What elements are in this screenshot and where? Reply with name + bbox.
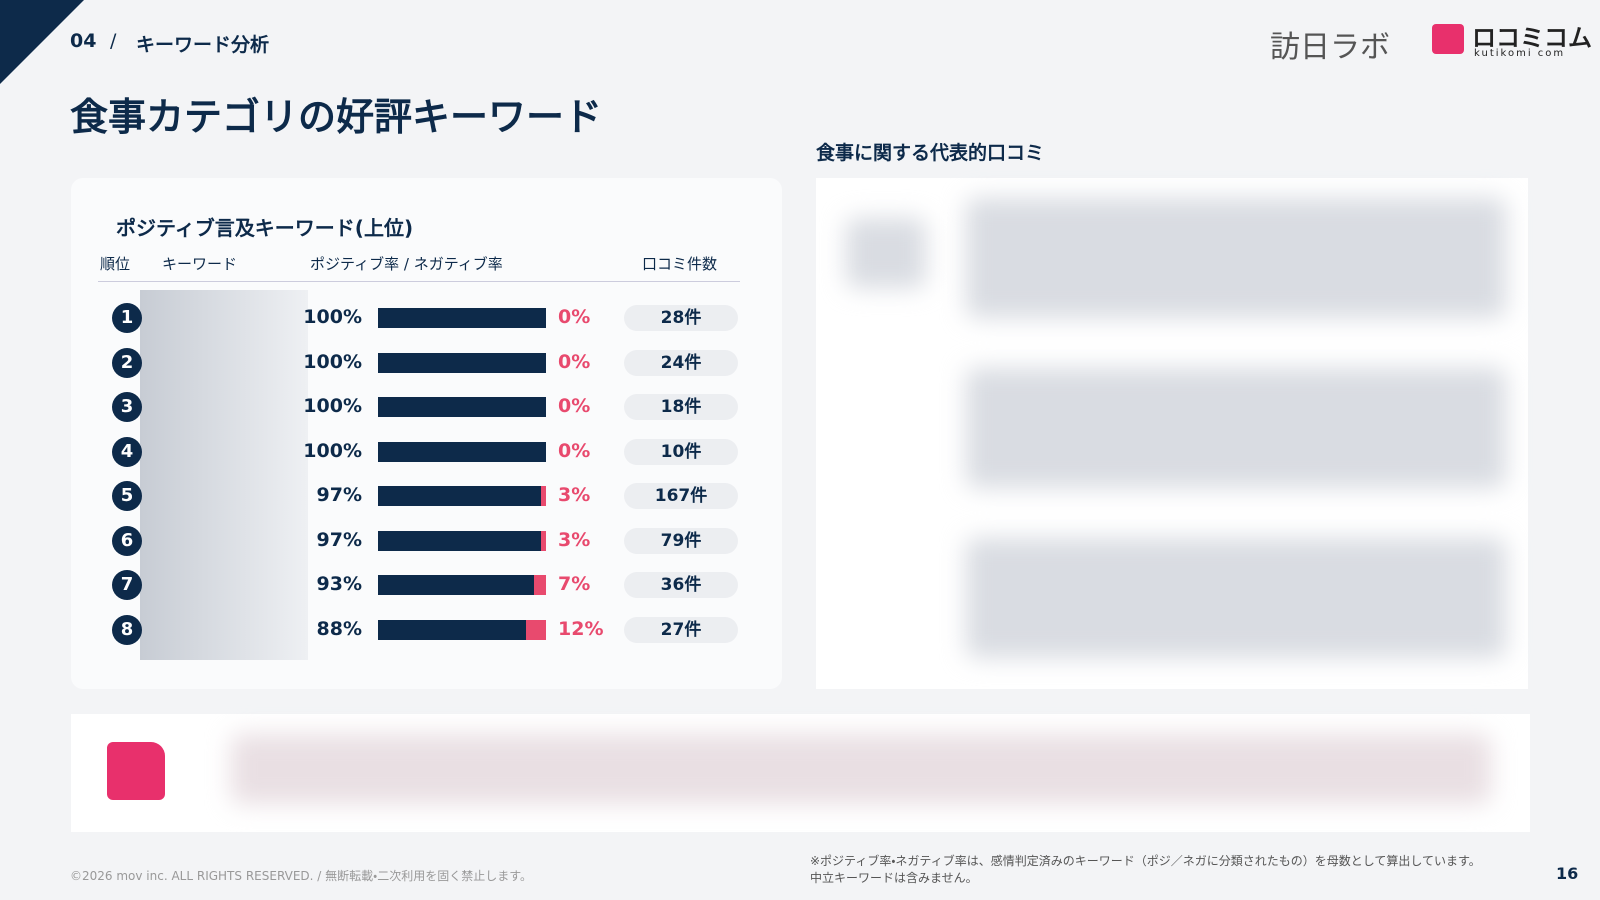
positive-bar — [378, 575, 535, 595]
positive-bar — [378, 619, 526, 640]
reviews-panel — [816, 178, 1528, 689]
negative-rate: 0% — [558, 439, 591, 462]
negative-rate: 7% — [558, 573, 591, 595]
reviews-title: 食事に関する代表的口コミ — [816, 142, 1045, 164]
positive-rate: 100% — [303, 395, 362, 417]
keyword-blur — [140, 290, 308, 660]
rank-badge: 5 — [112, 481, 142, 511]
positive-bar — [378, 530, 541, 551]
corner-mark — [0, 0, 84, 84]
negative-rate: 0% — [558, 306, 591, 328]
negative-bar — [525, 619, 546, 640]
positive-rate: 97% — [316, 528, 362, 551]
column-header: ポジティブ率 / ネガティブ率 — [310, 255, 503, 273]
count-pill: 28件 — [624, 305, 738, 331]
negative-rate: 0% — [558, 350, 591, 373]
positive-bar — [378, 486, 541, 506]
positive-rate: 100% — [303, 439, 362, 462]
page-number: 16 — [1556, 864, 1579, 883]
positive-rate: 88% — [316, 617, 362, 640]
count-pill: 79件 — [624, 527, 738, 554]
section-number: 04 — [70, 30, 97, 52]
positive-rate: 93% — [316, 573, 362, 595]
panel-title: ポジティブ言及キーワード(上位) — [116, 216, 414, 240]
positive-bar — [378, 308, 546, 328]
negative-rate: 3% — [558, 484, 591, 506]
positive-rate: 100% — [303, 306, 362, 328]
count-pill: 24件 — [624, 349, 738, 376]
positive-rate: 97% — [316, 484, 362, 506]
copyright: ©2026 mov inc. ALL RIGHTS RESERVED. / 無断… — [70, 869, 533, 883]
rank-badge: 4 — [112, 436, 142, 467]
note: 中立キーワードは含みません。 — [810, 871, 978, 885]
count-pill: 18件 — [624, 394, 738, 420]
slide-title: 食事カテゴリの好評キーワード — [70, 95, 603, 139]
logo-sub: kutikomi com — [1474, 48, 1566, 59]
negative-bar — [540, 486, 546, 506]
negative-bar — [534, 575, 546, 595]
rank-badge: 3 — [112, 392, 142, 422]
separator: / — [110, 30, 117, 52]
note: ※ポジティブ率・ネガティブ率は、感情判定済みのキーワード（ポジ／ネガに分類された… — [810, 854, 1481, 868]
logo-kuchikomi: ロコミコム — [1472, 24, 1592, 52]
positive-rate: 100% — [303, 350, 362, 373]
section-label: キーワード分析 — [136, 34, 270, 56]
positive-bar — [378, 397, 546, 417]
count-pill: 36件 — [624, 572, 738, 598]
column-header: 口コミ件数 — [642, 255, 718, 273]
positive-bar — [378, 441, 546, 462]
count-pill: 167件 — [624, 483, 738, 509]
count-pill: 10件 — [624, 438, 738, 465]
rank-badge: 1 — [112, 303, 142, 333]
logo-icon — [1432, 24, 1464, 54]
positive-bar — [378, 352, 546, 373]
rank-badge: 6 — [112, 525, 142, 556]
negative-rate: 3% — [558, 528, 591, 551]
summary-banner — [71, 714, 1530, 832]
logo-houjin: 訪日ラボ — [1270, 30, 1390, 65]
negative-rate: 0% — [558, 395, 591, 417]
rank-badge: 8 — [112, 614, 142, 645]
negative-rate: 12% — [558, 617, 604, 640]
rank-badge: 7 — [112, 570, 142, 600]
rank-badge: 2 — [112, 347, 142, 378]
count-pill: 27件 — [624, 616, 738, 643]
divider — [98, 281, 740, 282]
column-header: 順位 — [100, 255, 131, 273]
column-header: キーワード — [162, 255, 238, 273]
negative-bar — [540, 530, 546, 551]
